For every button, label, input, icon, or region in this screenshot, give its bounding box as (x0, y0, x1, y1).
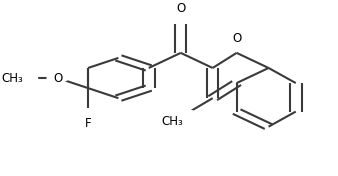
Text: O: O (232, 32, 241, 45)
Ellipse shape (47, 74, 68, 82)
Text: O: O (176, 2, 185, 15)
Text: CH₃: CH₃ (162, 115, 183, 128)
Ellipse shape (79, 113, 97, 120)
Ellipse shape (228, 42, 245, 49)
Ellipse shape (172, 12, 190, 18)
Ellipse shape (9, 73, 38, 83)
Text: F: F (85, 117, 91, 130)
Ellipse shape (169, 110, 197, 120)
Text: O: O (53, 71, 62, 84)
Text: CH₃: CH₃ (2, 71, 23, 84)
